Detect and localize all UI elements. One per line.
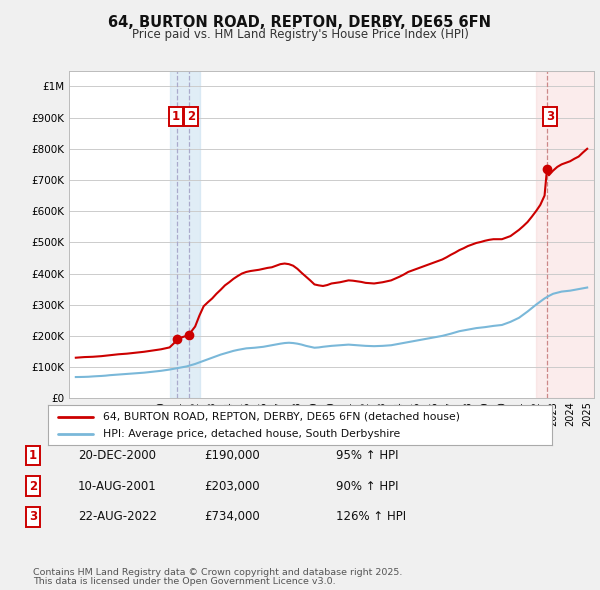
- Text: 64, BURTON ROAD, REPTON, DERBY, DE65 6FN (detached house): 64, BURTON ROAD, REPTON, DERBY, DE65 6FN…: [103, 412, 460, 422]
- Text: Contains HM Land Registry data © Crown copyright and database right 2025.: Contains HM Land Registry data © Crown c…: [33, 568, 403, 577]
- Bar: [170, 71, 200, 398]
- Text: 22-AUG-2022: 22-AUG-2022: [78, 510, 157, 523]
- Text: 64, BURTON ROAD, REPTON, DERBY, DE65 6FN: 64, BURTON ROAD, REPTON, DERBY, DE65 6FN: [109, 15, 491, 30]
- Text: HPI: Average price, detached house, South Derbyshire: HPI: Average price, detached house, Sout…: [103, 429, 401, 439]
- Text: £190,000: £190,000: [204, 449, 260, 462]
- Text: £203,000: £203,000: [204, 480, 260, 493]
- Text: 95% ↑ HPI: 95% ↑ HPI: [336, 449, 398, 462]
- Text: 126% ↑ HPI: 126% ↑ HPI: [336, 510, 406, 523]
- Text: 90% ↑ HPI: 90% ↑ HPI: [336, 480, 398, 493]
- Text: Price paid vs. HM Land Registry's House Price Index (HPI): Price paid vs. HM Land Registry's House …: [131, 28, 469, 41]
- Text: 2: 2: [187, 110, 195, 123]
- Text: This data is licensed under the Open Government Licence v3.0.: This data is licensed under the Open Gov…: [33, 578, 335, 586]
- Text: 10-AUG-2001: 10-AUG-2001: [78, 480, 157, 493]
- Text: 1: 1: [172, 110, 180, 123]
- Text: £734,000: £734,000: [204, 510, 260, 523]
- Text: 1: 1: [29, 449, 37, 462]
- Text: 20-DEC-2000: 20-DEC-2000: [78, 449, 156, 462]
- Bar: [536, 71, 594, 398]
- Text: 3: 3: [29, 510, 37, 523]
- Text: 2: 2: [29, 480, 37, 493]
- Text: 3: 3: [547, 110, 554, 123]
